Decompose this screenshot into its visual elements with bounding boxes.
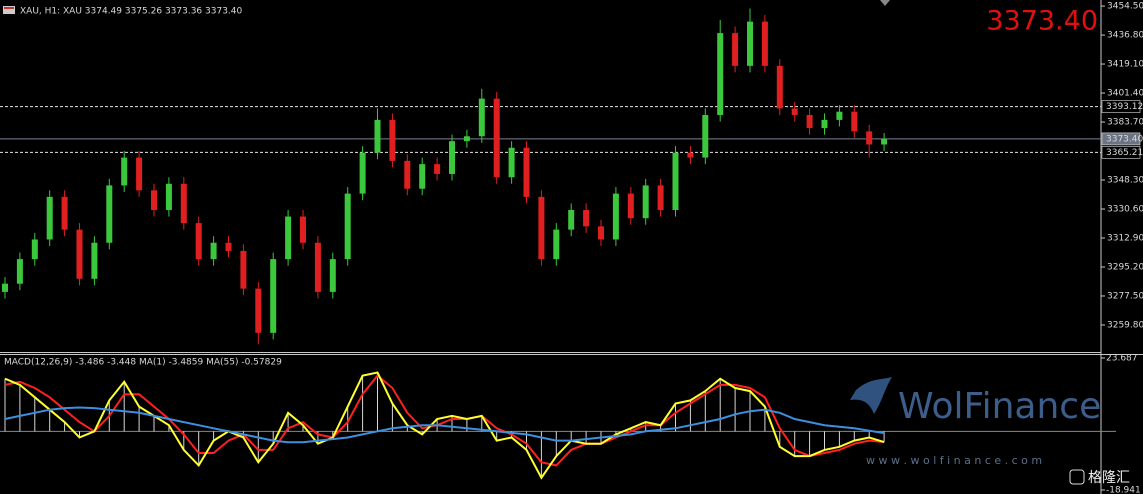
candle-body — [553, 229, 560, 260]
candle-body — [61, 196, 68, 230]
y-tick-label: 3401.40 — [1107, 89, 1143, 99]
symbol-icon — [3, 6, 15, 14]
candle-body — [687, 152, 694, 158]
y-tick-label: 3277.50 — [1107, 291, 1143, 301]
candle-body — [568, 209, 575, 230]
candle-body — [106, 185, 113, 243]
last-price: 3373.40 — [986, 6, 1098, 37]
candle-body — [151, 190, 157, 210]
indicator-header: MACD(12,26,9) -3.486 -3.448 MA(1) -3.485… — [4, 358, 282, 368]
level-label: 3393.12 — [1106, 102, 1143, 112]
candle-body — [16, 259, 23, 284]
candle-body — [121, 157, 128, 186]
candle-body — [300, 216, 306, 243]
level-label-box — [1101, 132, 1141, 146]
candle-body — [657, 185, 664, 210]
candle-body — [180, 183, 187, 224]
candle-body — [747, 21, 753, 66]
candle-body — [31, 239, 38, 260]
level-label: 3365.21 — [1106, 148, 1143, 158]
y2-tick-label: 23.687 — [1106, 354, 1138, 364]
candle-body — [165, 183, 172, 210]
corner-text: 格隆汇 — [1088, 470, 1130, 486]
candle-body — [240, 250, 247, 289]
y-tick-label: 3330.60 — [1107, 205, 1143, 215]
candle-body — [374, 119, 381, 153]
candle-body — [225, 242, 232, 251]
candle-body — [836, 111, 843, 120]
level-label: 3373.40 — [1106, 134, 1143, 144]
y-tick-label: 3454.50 — [1107, 2, 1143, 12]
level-label-box — [1101, 100, 1141, 113]
candle-body — [851, 111, 858, 132]
candle-body — [583, 209, 590, 227]
y-tick-label: 3436.80 — [1107, 31, 1143, 41]
candle-body — [493, 98, 500, 178]
y-tick-label: 3312.90 — [1107, 233, 1143, 243]
candle-body — [627, 193, 634, 219]
candle-body — [210, 242, 217, 260]
candle-body — [732, 33, 739, 66]
candle-body — [702, 114, 709, 158]
y-tick-label: 3259.80 — [1107, 320, 1143, 330]
candle-body — [285, 216, 292, 260]
candle-body — [776, 65, 783, 109]
candle-body — [449, 141, 455, 174]
candle-body — [463, 136, 470, 142]
candle-body — [612, 193, 619, 240]
candle-body — [866, 131, 873, 145]
candle-body — [508, 147, 515, 178]
ma55-line — [4, 406, 885, 444]
candle-body — [642, 185, 649, 219]
candle-body — [329, 259, 336, 292]
candle-body — [314, 242, 321, 292]
candle-body — [598, 226, 604, 240]
candle-body — [881, 138, 888, 145]
candle-body — [717, 33, 724, 115]
candle-body — [2, 283, 8, 292]
chart-header: XAU, H1: XAU 3374.49 3375.26 3373.36 337… — [20, 7, 243, 17]
watermark-logo — [850, 377, 892, 414]
candle-body — [76, 229, 83, 279]
candle-body — [136, 157, 143, 191]
symbol-icon-stripe — [4, 7, 14, 9]
candle-body — [791, 108, 798, 115]
y-tick-label: 3348.30 — [1107, 176, 1143, 186]
candle-body — [404, 160, 411, 189]
signal-line — [4, 374, 885, 467]
candle-body — [344, 193, 351, 260]
candle-body — [806, 114, 813, 129]
candle-body — [255, 288, 262, 333]
shift-marker — [880, 0, 890, 6]
candle-body — [270, 259, 277, 333]
y2-tick-label: -18.941 — [1106, 486, 1141, 494]
candle-body — [389, 119, 396, 161]
y-tick-label: 3383.70 — [1107, 118, 1143, 128]
y-tick-label: 3295.20 — [1107, 262, 1143, 272]
level-label-box — [1101, 146, 1141, 159]
candle-body — [434, 164, 441, 174]
candle-body — [672, 152, 679, 210]
y-tick-label: 3419.10 — [1107, 60, 1143, 70]
candle-body — [523, 147, 530, 197]
ma1-line — [4, 371, 885, 480]
watermark-url: w w w . w o l f i n a n c e . c o m — [866, 454, 1042, 467]
candle-body — [419, 164, 426, 189]
watermark: WolFinance — [898, 386, 1101, 427]
candle-body — [478, 98, 485, 137]
candle-body — [359, 152, 366, 194]
corner-icon — [1069, 469, 1085, 485]
candle-body — [761, 21, 768, 66]
candle-body — [538, 196, 545, 260]
candle-body — [821, 119, 828, 129]
candle-body — [195, 223, 202, 260]
candle-body — [91, 242, 98, 279]
candle-body — [46, 196, 53, 240]
